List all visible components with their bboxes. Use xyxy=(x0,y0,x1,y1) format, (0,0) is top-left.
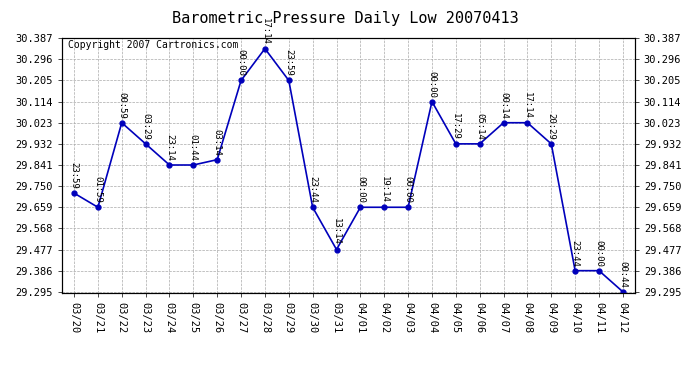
Text: 00:00: 00:00 xyxy=(595,240,604,267)
Text: 03:14: 03:14 xyxy=(213,129,221,156)
Text: 17:14: 17:14 xyxy=(523,92,532,118)
Text: 01:59: 01:59 xyxy=(93,176,102,203)
Text: 05:14: 05:14 xyxy=(475,113,484,140)
Text: 20:29: 20:29 xyxy=(546,113,555,140)
Text: 00:44: 00:44 xyxy=(618,261,627,288)
Text: 23:14: 23:14 xyxy=(165,134,174,161)
Text: 17:29: 17:29 xyxy=(451,113,460,140)
Text: 23:59: 23:59 xyxy=(70,162,79,189)
Text: Copyright 2007 Cartronics.com: Copyright 2007 Cartronics.com xyxy=(68,40,238,50)
Text: 17:14: 17:14 xyxy=(260,18,269,45)
Text: 00:14: 00:14 xyxy=(499,92,508,118)
Text: Barometric Pressure Daily Low 20070413: Barometric Pressure Daily Low 20070413 xyxy=(172,11,518,26)
Text: 03:29: 03:29 xyxy=(141,113,150,140)
Text: 00:00: 00:00 xyxy=(237,50,246,76)
Text: 00:59: 00:59 xyxy=(117,92,126,118)
Text: 23:44: 23:44 xyxy=(571,240,580,267)
Text: 19:14: 19:14 xyxy=(380,176,388,203)
Text: 00:00: 00:00 xyxy=(428,70,437,98)
Text: 13:14: 13:14 xyxy=(332,219,341,245)
Text: 00:00: 00:00 xyxy=(356,176,365,203)
Text: 01:44: 01:44 xyxy=(189,134,198,161)
Text: 00:00: 00:00 xyxy=(404,176,413,203)
Text: 23:59: 23:59 xyxy=(284,50,293,76)
Text: 23:44: 23:44 xyxy=(308,176,317,203)
